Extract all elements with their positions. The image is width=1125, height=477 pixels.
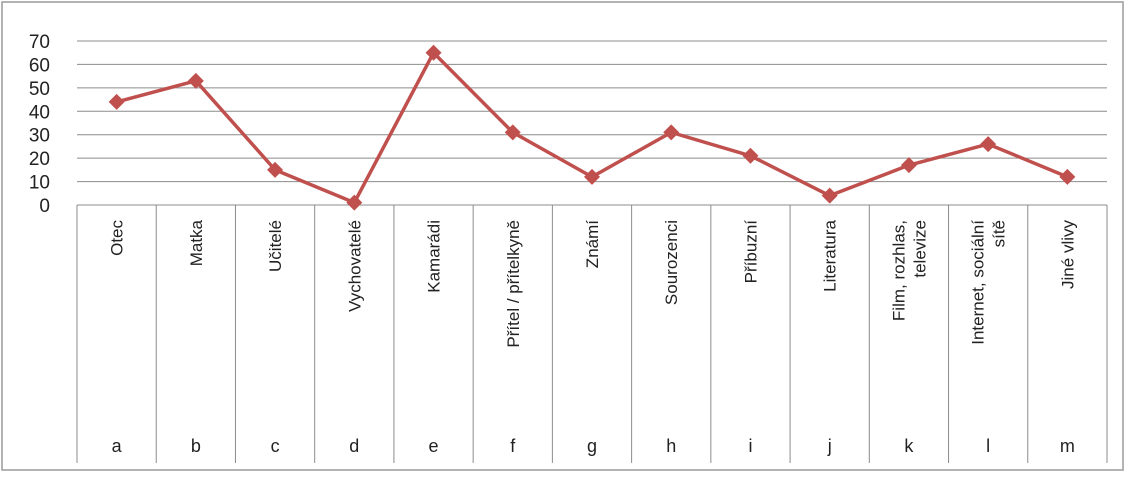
category-letter: f	[510, 436, 516, 456]
category-letter: k	[904, 436, 914, 456]
category-letter: a	[112, 436, 123, 456]
category-letter: g	[587, 436, 597, 456]
category-letter: d	[349, 436, 359, 456]
y-tick-label: 30	[29, 126, 50, 147]
category-label: Literatura	[821, 219, 840, 291]
category-letter: j	[827, 436, 832, 456]
category-label: sítě	[990, 220, 1009, 247]
data-point	[346, 194, 363, 211]
category-label: Učitelé	[266, 220, 285, 272]
category-label: Přítel / přítelkyně	[504, 220, 523, 348]
category-label: Jiné vlivy	[1058, 220, 1077, 289]
category-label: Film, rozhlas,	[889, 220, 908, 321]
data-point	[1059, 168, 1076, 185]
data-point	[663, 124, 680, 141]
category-label: televize	[910, 220, 929, 278]
data-point	[108, 93, 125, 110]
category-letter: i	[748, 436, 752, 456]
data-point	[425, 44, 442, 61]
category-labels: Otec a Matka b Učitelé c Vychovatelé d Kamarádi e…	[108, 219, 1078, 456]
data-point	[742, 147, 759, 164]
category-label: Příbuzní	[741, 220, 760, 284]
y-tick-label: 70	[29, 32, 50, 53]
data-point	[187, 72, 204, 89]
data-point	[980, 136, 997, 153]
y-tick-label: 50	[29, 79, 50, 100]
category-label: Internet, sociální	[969, 220, 988, 345]
data-point	[821, 187, 838, 204]
data-point	[504, 124, 521, 141]
data-point	[584, 168, 600, 185]
category-label: Kamarádi	[425, 220, 444, 293]
category-letter: b	[191, 436, 201, 456]
data-point	[900, 157, 917, 174]
category-letter: l	[986, 436, 990, 456]
series-layer	[108, 44, 1076, 211]
category-label: Známí	[583, 220, 602, 268]
data-point	[267, 161, 284, 178]
category-table	[76, 205, 1108, 463]
y-tick-label: 0	[39, 196, 50, 217]
category-letter: m	[1060, 436, 1075, 456]
category-letter: h	[666, 436, 676, 456]
y-tick-label: 10	[29, 173, 50, 194]
y-tick-label: 20	[29, 149, 50, 170]
category-label: Vychovatelé	[345, 220, 364, 312]
category-label: Matka	[187, 219, 206, 266]
category-letter: e	[429, 436, 439, 456]
y-tick-label: 60	[29, 55, 50, 76]
category-letter: c	[271, 436, 280, 456]
y-tick-label: 40	[29, 102, 50, 123]
gridlines	[77, 40, 1107, 206]
category-label: Sourozenci	[662, 220, 681, 305]
category-label: Otec	[108, 220, 127, 256]
